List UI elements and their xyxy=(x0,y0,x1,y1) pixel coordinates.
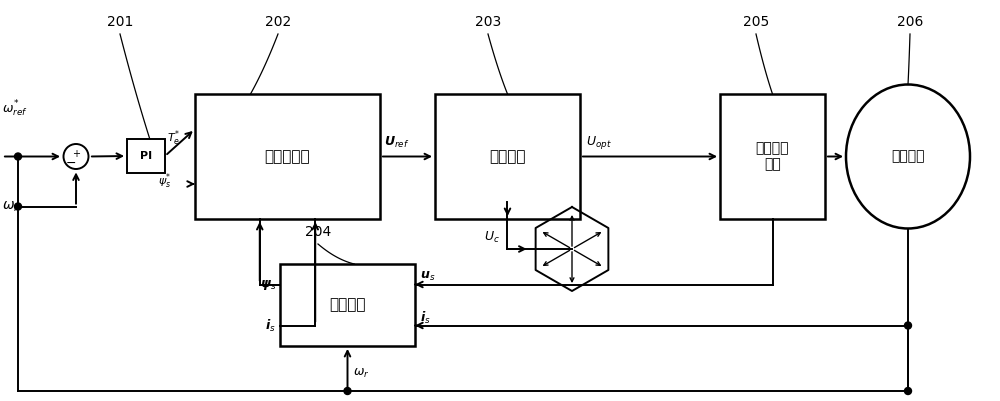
Text: $\omega_r$: $\omega_r$ xyxy=(353,367,370,380)
Circle shape xyxy=(14,203,22,210)
Circle shape xyxy=(14,153,22,160)
Text: 201: 201 xyxy=(107,15,133,29)
Text: 目标函数: 目标函数 xyxy=(489,149,526,164)
Text: 异步电机: 异步电机 xyxy=(891,150,925,164)
Text: 203: 203 xyxy=(475,15,501,29)
Text: $T^{*}_e$: $T^{*}_e$ xyxy=(167,128,180,148)
Text: $U_c$: $U_c$ xyxy=(484,229,499,245)
FancyBboxPatch shape xyxy=(127,139,165,173)
Circle shape xyxy=(344,387,351,395)
Ellipse shape xyxy=(846,85,970,229)
Text: 两电平逆
变器: 两电平逆 变器 xyxy=(756,142,789,172)
Circle shape xyxy=(64,144,88,169)
Text: $\omega^{*}_{ref}$: $\omega^{*}_{ref}$ xyxy=(2,98,28,119)
Text: 202: 202 xyxy=(265,15,291,29)
Text: $\boldsymbol{u}_s$: $\boldsymbol{u}_s$ xyxy=(420,270,435,283)
FancyBboxPatch shape xyxy=(280,264,415,346)
Text: $U_{opt}$: $U_{opt}$ xyxy=(586,134,612,151)
Text: 205: 205 xyxy=(743,15,769,29)
Circle shape xyxy=(904,322,912,329)
Text: 磁链估计: 磁链估计 xyxy=(329,298,366,312)
Text: −: − xyxy=(66,157,76,170)
Text: PI: PI xyxy=(140,151,152,161)
Text: 206: 206 xyxy=(897,15,923,29)
Text: $\boldsymbol{i}_s$: $\boldsymbol{i}_s$ xyxy=(420,310,431,326)
Text: $\boldsymbol{i}_s$: $\boldsymbol{i}_s$ xyxy=(265,318,276,334)
FancyBboxPatch shape xyxy=(435,94,580,219)
Text: $\boldsymbol{U}_{ref}$: $\boldsymbol{U}_{ref}$ xyxy=(384,135,409,150)
Text: $\omega_r$: $\omega_r$ xyxy=(2,199,20,214)
Circle shape xyxy=(904,387,912,395)
Text: 204: 204 xyxy=(305,225,331,239)
Text: $\boldsymbol{\psi}_s$: $\boldsymbol{\psi}_s$ xyxy=(260,277,276,292)
FancyBboxPatch shape xyxy=(195,94,380,219)
FancyBboxPatch shape xyxy=(720,94,825,219)
Text: +: + xyxy=(72,148,80,158)
Text: 参考値转换: 参考値转换 xyxy=(265,149,310,164)
Text: $\psi^{*}_s$: $\psi^{*}_s$ xyxy=(158,171,171,191)
